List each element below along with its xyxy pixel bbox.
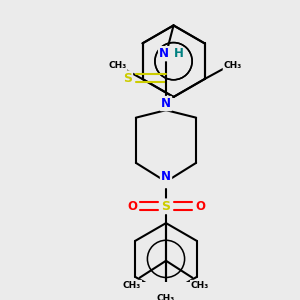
Text: CH₃: CH₃	[108, 61, 126, 70]
Text: H: H	[174, 47, 184, 60]
Text: CH₃: CH₃	[191, 281, 209, 290]
Text: S: S	[161, 200, 170, 213]
Text: N: N	[161, 97, 171, 110]
Text: CH₃: CH₃	[157, 294, 175, 300]
Text: CH₃: CH₃	[224, 61, 242, 70]
Text: N: N	[161, 170, 171, 184]
Text: N: N	[159, 47, 169, 60]
Text: CH₃: CH₃	[123, 281, 141, 290]
Text: O: O	[127, 200, 137, 213]
Text: O: O	[195, 200, 205, 213]
Text: S: S	[123, 72, 132, 85]
